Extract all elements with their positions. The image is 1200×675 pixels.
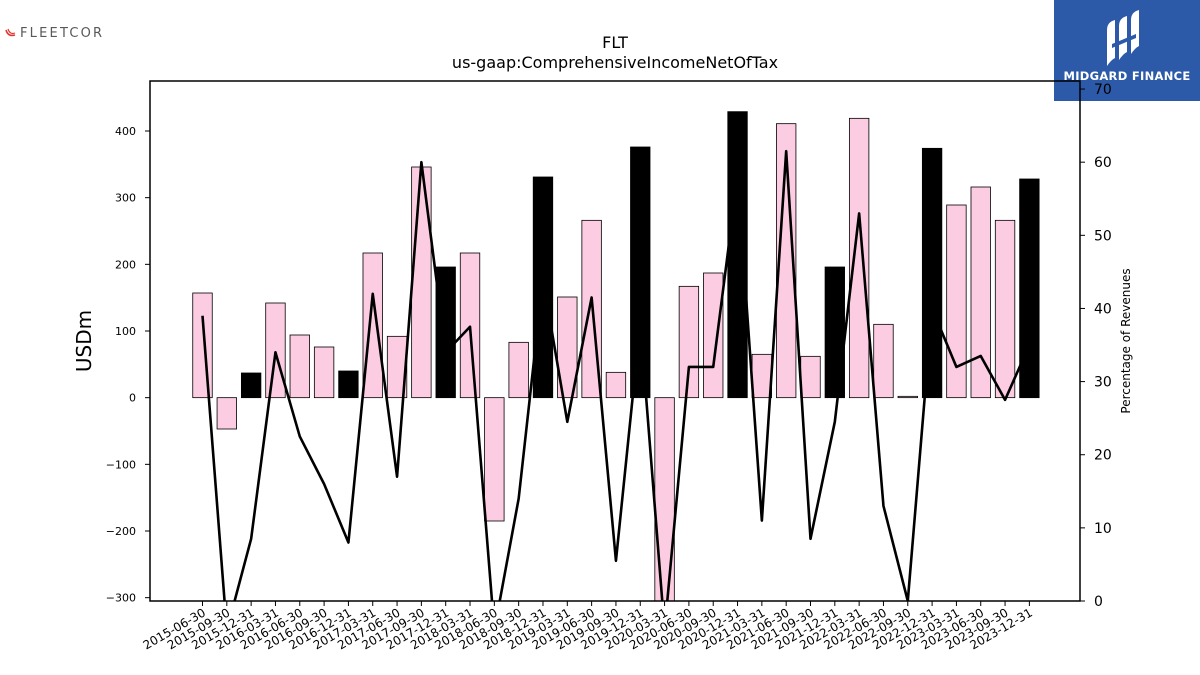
bar-2023-12-31 <box>1019 178 1040 399</box>
y-tick-label: −300 <box>106 592 136 605</box>
bar-2019-09-30 <box>605 371 627 399</box>
bar-2015-06-30 <box>192 292 213 399</box>
bar-2023-06-30 <box>970 186 991 399</box>
bar-2020-03-31 <box>654 397 675 602</box>
y-axis-label: USDm <box>72 310 96 372</box>
fleetcor-swoosh-icon <box>5 28 16 39</box>
y2-tick-label: 30 <box>1094 375 1112 391</box>
y-tick-label: 300 <box>115 192 136 205</box>
bar-2017-12-31 <box>435 266 456 399</box>
bar-2015-12-31 <box>240 372 262 399</box>
y2-tick-label: 20 <box>1094 448 1112 464</box>
bar-2017-09-30 <box>411 166 432 399</box>
bar-2019-12-31 <box>630 146 651 399</box>
y2-tick-label: 50 <box>1094 228 1112 244</box>
bar-2022-03-31 <box>848 117 870 399</box>
bar-2021-06-30 <box>776 123 797 399</box>
y2-tick-label: 40 <box>1094 301 1112 317</box>
y-tick-label: −100 <box>106 458 136 471</box>
bar-2016-03-31 <box>265 302 286 399</box>
y-tick-label: 0 <box>129 392 136 405</box>
bar-2021-09-30 <box>800 355 821 399</box>
y2-tick-label: 0 <box>1094 594 1103 610</box>
chart-title: FLT <box>602 33 628 52</box>
y-tick-label: −200 <box>106 525 136 538</box>
bar-2023-03-31 <box>946 204 967 399</box>
bar-2016-09-30 <box>313 346 335 399</box>
bar-2022-06-30 <box>873 323 894 399</box>
y-tick-label: 100 <box>115 325 136 338</box>
bar-2016-12-31 <box>338 370 359 399</box>
bar-2019-03-31 <box>557 296 578 399</box>
fleetcor-logo-text: FLEETCOR <box>20 26 105 41</box>
bar-2022-09-30 <box>897 395 918 399</box>
midgard-logo-text: MIDGARD FINANCE <box>1063 69 1191 83</box>
bar-2015-09-30 <box>216 397 237 430</box>
midgard-logo-icon <box>1107 10 1139 66</box>
y2-tick-label: 60 <box>1094 155 1112 171</box>
bars-group <box>192 111 1040 602</box>
bar-2018-09-30 <box>508 341 529 399</box>
bar-2020-12-31 <box>727 111 748 399</box>
bar-2021-12-31 <box>824 266 845 399</box>
bar-2018-03-31 <box>459 252 481 399</box>
line-group <box>201 149 1031 601</box>
bar-2022-12-31 <box>921 147 943 399</box>
chart-subtitle: us-gaap:ComprehensiveIncomeNetOfTax <box>452 53 778 72</box>
bar-2016-06-30 <box>289 334 310 399</box>
y2-tick-label: 70 <box>1094 82 1112 98</box>
midgard-finance-badge: MIDGARD FINANCE <box>1054 0 1200 101</box>
revenue-percentage-line <box>201 149 1031 601</box>
bar-2018-06-30 <box>484 397 505 522</box>
bar-2020-06-30 <box>678 285 700 399</box>
fleetcor-logo: FLEETCOR <box>5 26 104 41</box>
bar-2017-03-31 <box>362 252 383 399</box>
y2-tick-label: 10 <box>1094 521 1112 537</box>
bar-2020-09-30 <box>703 272 724 399</box>
y-tick-label: 400 <box>115 125 136 138</box>
y2-axis-label: Percentage of Revenues <box>1119 268 1133 413</box>
bar-2023-09-30 <box>994 219 1016 399</box>
plot-frame <box>149 80 1081 602</box>
bar-2021-03-31 <box>751 353 773 399</box>
y-tick-label: 200 <box>115 258 136 271</box>
